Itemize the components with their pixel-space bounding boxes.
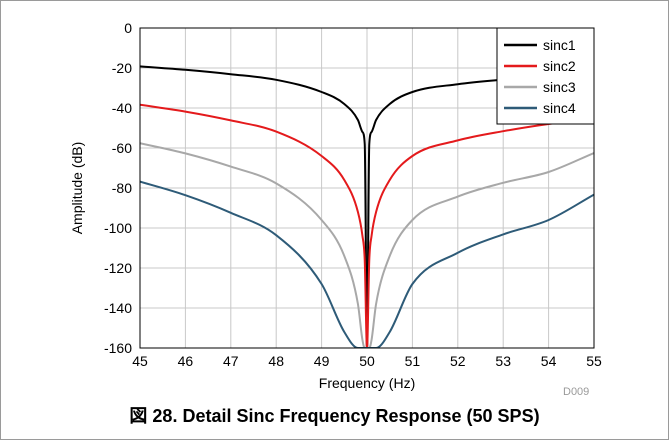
legend-label-sinc2: sinc2 (543, 58, 576, 74)
series-line-sinc1 (140, 65, 594, 348)
y-tick-label: -120 (104, 260, 132, 276)
x-tick-label: 52 (450, 353, 466, 369)
x-tick-label: 53 (495, 353, 511, 369)
x-tick-label: 46 (178, 353, 194, 369)
figure-caption: 図 28. Detail Sinc Frequency Response (50… (129, 406, 540, 426)
legend-label-sinc4: sinc4 (543, 100, 576, 116)
y-tick-label: -20 (112, 60, 132, 76)
series-line-sinc2 (140, 103, 594, 348)
x-tick-label: 54 (541, 353, 557, 369)
series-line-sinc3 (140, 142, 594, 348)
legend-label-sinc3: sinc3 (543, 79, 576, 95)
series-group (140, 65, 594, 348)
x-axis-label: Frequency (Hz) (319, 375, 415, 391)
x-tick-label: 55 (586, 353, 602, 369)
y-tick-label: -140 (104, 300, 132, 316)
x-tick-label: 51 (405, 353, 421, 369)
x-tick-label: 45 (132, 353, 148, 369)
y-axis-label: Amplitude (dB) (69, 142, 85, 235)
figure-code: D009 (563, 386, 590, 398)
y-tick-label: -100 (104, 220, 132, 236)
plot-border (139, 27, 595, 349)
y-tick-label: -160 (104, 340, 132, 356)
y-tick-label: -40 (112, 100, 132, 116)
x-tick-label: 48 (268, 353, 284, 369)
x-tick-label: 49 (314, 353, 330, 369)
y-tick-label: -60 (112, 140, 132, 156)
legend-label-sinc1: sinc1 (543, 37, 576, 53)
x-tick-label: 50 (359, 353, 375, 369)
y-tick-label: -80 (112, 180, 132, 196)
x-tick-label: 47 (223, 353, 239, 369)
y-tick-label: 0 (124, 20, 132, 36)
series-line-sinc4 (140, 180, 594, 348)
